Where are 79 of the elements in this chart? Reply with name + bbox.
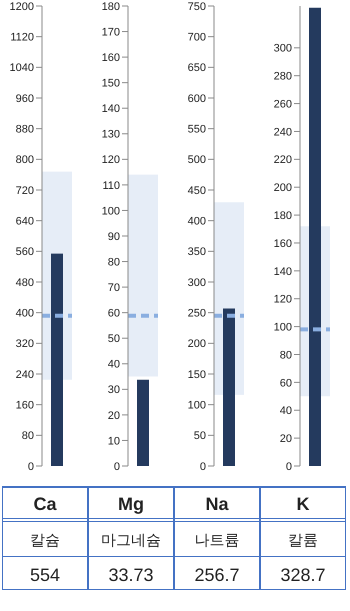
text: 554 xyxy=(30,565,60,585)
y-tick-label: 180 xyxy=(274,210,292,222)
y-tick-label: 150 xyxy=(102,78,120,90)
y-tick-label: 160 xyxy=(102,52,120,64)
y-tick-label: 0 xyxy=(286,460,292,473)
y-tick-label: 880 xyxy=(16,124,34,136)
y-tick-label: 90 xyxy=(108,230,120,243)
y-tick-label: 20 xyxy=(108,410,120,422)
y-tick-label: 960 xyxy=(16,92,34,105)
y-tick-label: 240 xyxy=(274,126,292,138)
y-tick-label: 400 xyxy=(16,308,34,320)
y-tick-label: 260 xyxy=(274,98,292,110)
y-tick-label: 0 xyxy=(114,460,120,473)
x-tick-label: Ca xyxy=(33,494,58,514)
y-tick-label: 550 xyxy=(188,124,206,136)
y-tick-label: 700 xyxy=(188,32,206,44)
y-tick-label: 500 xyxy=(188,154,206,166)
y-tick-label: 60 xyxy=(108,308,120,320)
y-tick-label: 180 xyxy=(102,0,120,13)
y-tick-label: 300 xyxy=(274,42,292,55)
y-tick-label: 110 xyxy=(102,180,120,192)
x-tick-label: Mg xyxy=(118,494,144,514)
y-tick-label: 50 xyxy=(108,333,120,346)
y-tick-label: 240 xyxy=(16,368,34,381)
y-tick-label: 160 xyxy=(16,400,34,412)
y-tick-label: 350 xyxy=(188,246,206,258)
y-tick-label: 200 xyxy=(188,338,206,350)
y-tick-label: 170 xyxy=(102,26,120,38)
y-tick-label: 1040 xyxy=(10,62,34,74)
text: 256.7 xyxy=(194,565,240,585)
y-tick-label: 220 xyxy=(274,154,292,166)
y-tick-label: 800 xyxy=(16,154,34,166)
y-tick-label: 140 xyxy=(274,266,292,278)
text: 33.73 xyxy=(108,565,154,585)
y-tick-label: 600 xyxy=(188,92,206,105)
y-tick-label: 160 xyxy=(274,238,292,250)
y-tick-label: 400 xyxy=(188,216,206,228)
y-tick-label: 1120 xyxy=(10,32,34,44)
text: 328.7 xyxy=(280,565,326,585)
y-tick-label: 10 xyxy=(108,435,120,448)
y-tick-label: 100 xyxy=(102,205,120,218)
x-axis-title: 칼슘 xyxy=(30,532,60,549)
y-tick-label: 0 xyxy=(200,460,206,473)
y-tick-label: 560 xyxy=(16,246,34,258)
y-tick-label: 640 xyxy=(16,216,34,228)
y-tick-label: 250 xyxy=(188,308,206,320)
y-tick-label: 750 xyxy=(188,0,206,13)
y-tick-label: 480 xyxy=(16,276,34,289)
y-tick-label: 300 xyxy=(188,276,206,289)
y-tick-label: 40 xyxy=(108,358,120,371)
y-tick-label: 100 xyxy=(188,400,206,412)
y-tick-label: 20 xyxy=(280,433,292,446)
x-tick-label: K xyxy=(296,494,310,514)
x-axis-title: 나트륨 xyxy=(194,532,240,549)
y-tick-label: 120 xyxy=(274,294,292,306)
x-tick-label: Na xyxy=(205,494,230,514)
y-tick-label: 30 xyxy=(108,384,120,396)
y-tick-label: 80 xyxy=(22,430,34,442)
y-tick-label: 120 xyxy=(102,154,120,166)
y-tick-label: 140 xyxy=(102,103,120,116)
y-tick-label: 60 xyxy=(280,377,292,390)
y-tick-label: 50 xyxy=(194,430,206,442)
y-tick-label: 0 xyxy=(28,460,34,473)
y-tick-label: 720 xyxy=(16,184,34,197)
y-tick-label: 100 xyxy=(274,322,292,334)
x-axis-title: 마그네슘 xyxy=(101,532,161,549)
y-tick-label: 150 xyxy=(188,368,206,381)
y-tick-label: 80 xyxy=(280,349,292,362)
y-tick-label: 650 xyxy=(188,62,206,74)
y-tick-label: 450 xyxy=(188,184,206,197)
y-tick-label: 40 xyxy=(280,405,292,418)
y-tick-label: 70 xyxy=(108,282,120,294)
x-axis-title: 칼륨 xyxy=(288,532,318,549)
y-tick-label: 200 xyxy=(274,182,292,194)
y-tick-label: 320 xyxy=(16,338,34,350)
y-tick-label: 1200 xyxy=(10,0,34,13)
y-tick-label: 280 xyxy=(274,70,292,83)
y-tick-label: 130 xyxy=(102,128,120,141)
y-tick-label: 80 xyxy=(108,256,120,268)
